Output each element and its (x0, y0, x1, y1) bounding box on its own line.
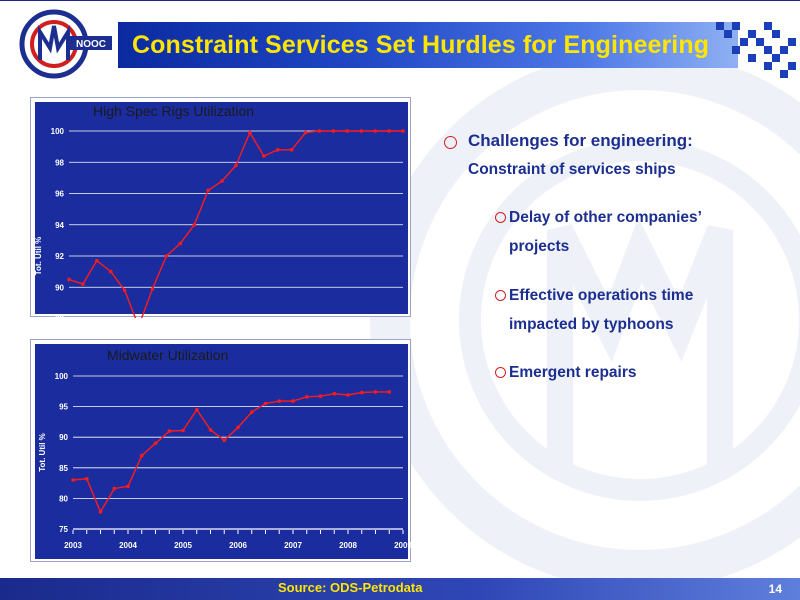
bullet-ring-icon (495, 212, 506, 223)
data-point (99, 510, 103, 514)
main-bullet-detail: Constraint of services ships (468, 161, 676, 179)
data-point (374, 390, 378, 394)
y-tick-label: 90 (55, 283, 64, 292)
data-point (209, 428, 213, 432)
data-point (85, 477, 89, 481)
bullet-ring-icon (444, 136, 457, 149)
high-spec-chart-frame: High Spec Rigs Utilization84868890929496… (30, 97, 411, 317)
chart-title: High Spec Rigs Utilization (93, 103, 254, 119)
high-spec-rigs-chart: High Spec Rigs Utilization84868890929496… (31, 98, 412, 318)
data-point (262, 154, 266, 158)
sub-bullet-line: Emergent repairs (509, 358, 637, 387)
midwater-chart: Midwater Utilization 75 80 85 90 95 100 2003 200… (31, 340, 412, 563)
sub-bullet-line: impacted by typhoons (509, 310, 674, 339)
sub-bullet-line: Delay of other companies’ (509, 203, 702, 232)
data-point (360, 129, 364, 133)
main-bullet-title: Challenges for engineering: (468, 131, 693, 151)
data-point (305, 395, 309, 399)
data-point (401, 129, 405, 133)
data-point (264, 402, 268, 406)
data-point (123, 289, 127, 293)
data-point (195, 408, 199, 412)
bullet-ring-icon (495, 367, 506, 378)
slide-title: Constraint Services Set Hurdles for Engi… (132, 31, 709, 60)
data-point (181, 429, 185, 433)
x-tick-label: 2003 (64, 541, 82, 550)
y-tick-label: 80 (59, 494, 68, 503)
y-tick-label: 75 (59, 525, 68, 534)
page-number: 14 (769, 582, 782, 596)
company-logo: NOOC (14, 6, 114, 82)
x-tick-label: 2004 (119, 541, 137, 550)
data-point (223, 439, 227, 443)
data-point (319, 394, 323, 398)
data-point (346, 129, 350, 133)
source-note: Source: ODS-Petrodata (278, 580, 422, 595)
svg-text:NOOC: NOOC (76, 39, 106, 50)
y-tick-label: 96 (55, 190, 64, 199)
chart-background (35, 102, 408, 314)
data-point (234, 164, 238, 168)
x-tick-label: 2008 (339, 541, 357, 550)
data-point (360, 391, 364, 395)
x-tick-label: 2007 (284, 541, 302, 550)
y-axis-label: Tot. Util % (38, 433, 47, 472)
data-point (71, 478, 75, 482)
chart-title: Midwater Utilization (107, 347, 228, 363)
data-point (276, 148, 280, 152)
sub-bullet-line: Effective operations time (509, 281, 693, 310)
data-point (165, 254, 169, 258)
y-tick-label: 85 (59, 464, 68, 473)
data-point (151, 287, 155, 291)
data-point (291, 399, 295, 403)
x-tick-label: 2006 (229, 541, 247, 550)
title-banner: Constraint Services Set Hurdles for Engi… (118, 22, 738, 68)
data-point (109, 270, 113, 274)
y-tick-label: 92 (55, 252, 64, 261)
data-point (346, 393, 350, 397)
y-tick-label: 94 (55, 221, 64, 230)
bullet-ring-icon (495, 290, 506, 301)
data-point (193, 223, 197, 227)
y-tick-label: 98 (55, 158, 64, 167)
data-point (304, 131, 308, 135)
data-point (236, 426, 240, 430)
data-point (95, 259, 99, 263)
data-point (278, 399, 282, 403)
midwater-chart-frame: Midwater Utilization 75 80 85 90 95 100 2003 200… (30, 339, 411, 562)
footer-bar: Source: ODS-Petrodata 14 (0, 578, 800, 600)
data-point (113, 487, 117, 491)
y-tick-label: 100 (55, 372, 69, 381)
data-point (67, 278, 71, 282)
y-tick-label: 100 (51, 127, 65, 136)
data-point (373, 129, 377, 133)
data-point (290, 148, 294, 152)
header-rule (0, 0, 800, 1)
y-tick-label: 88 (55, 315, 64, 319)
y-tick-label: 95 (59, 403, 68, 412)
data-point (220, 179, 224, 183)
data-point (332, 129, 336, 133)
data-point (318, 129, 322, 133)
data-point (388, 390, 392, 394)
sub-bullet-line: projects (509, 232, 569, 261)
data-point (387, 129, 391, 133)
checker-decoration (710, 18, 800, 80)
y-tick-label: 90 (59, 433, 68, 442)
x-tick-label: 2005 (174, 541, 192, 550)
data-point (140, 454, 144, 458)
data-point (81, 282, 85, 286)
data-point (154, 442, 158, 446)
x-tick-label: 2009 (394, 541, 412, 550)
data-point (126, 484, 130, 488)
data-point (206, 189, 210, 193)
y-axis-label: Tot. Util % (34, 237, 43, 276)
data-point (250, 410, 254, 414)
data-point (333, 392, 337, 396)
data-point (168, 429, 172, 433)
data-point (248, 131, 252, 135)
data-point (179, 242, 183, 246)
